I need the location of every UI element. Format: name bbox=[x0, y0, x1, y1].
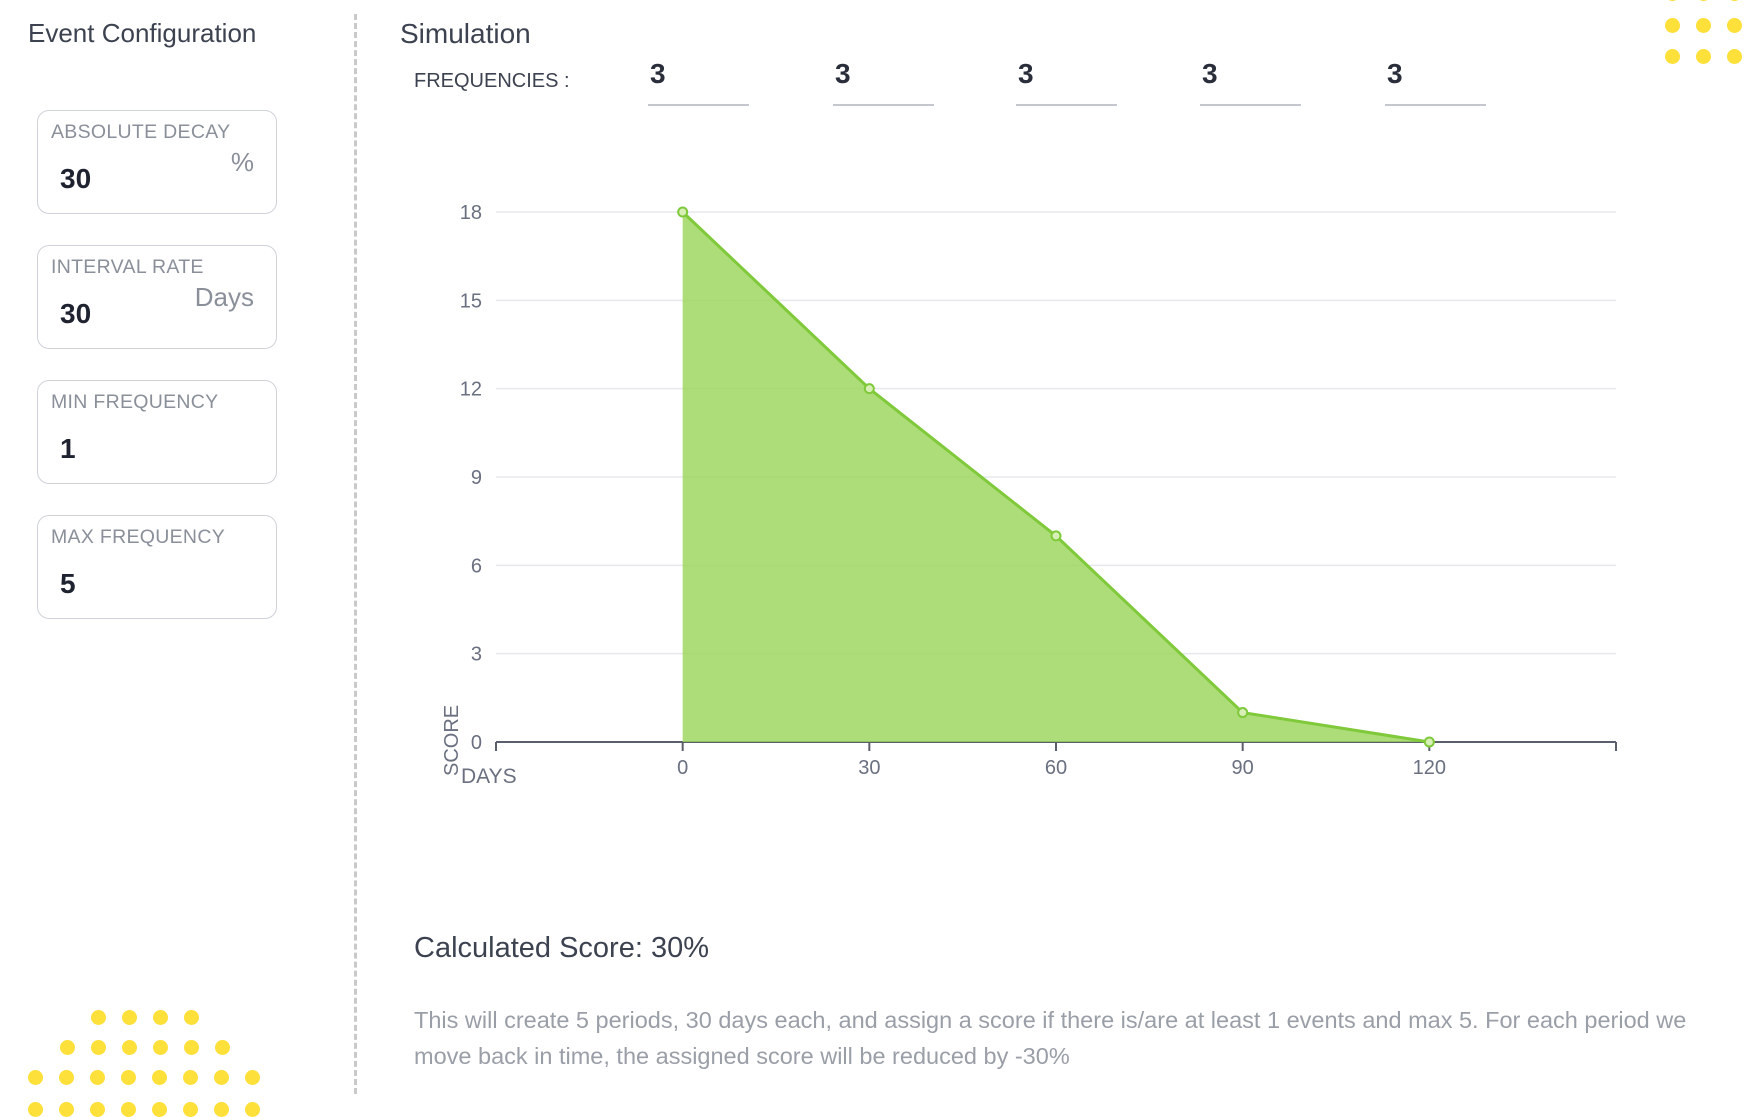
decorative-dot bbox=[153, 1010, 168, 1025]
decorative-dot bbox=[122, 1010, 137, 1025]
decorative-dot bbox=[1665, 18, 1680, 33]
decorative-dot bbox=[1665, 49, 1680, 64]
y-tick-label: 12 bbox=[460, 379, 482, 401]
decorative-dot bbox=[28, 1070, 43, 1085]
data-point bbox=[1237, 707, 1249, 719]
y-tick-label: 9 bbox=[471, 467, 482, 489]
max-frequency-label: MAX FREQUENCY bbox=[51, 526, 226, 548]
x-tick-label: 90 bbox=[1232, 757, 1254, 779]
decorative-dot bbox=[153, 1040, 168, 1055]
x-tick-label: 0 bbox=[677, 757, 688, 779]
interval-rate-value[interactable]: 30 bbox=[60, 298, 92, 329]
x-tick-label: 120 bbox=[1413, 757, 1446, 779]
interval-rate-unit: Days bbox=[194, 282, 254, 312]
decorative-dot bbox=[215, 1040, 230, 1055]
decorative-dot bbox=[152, 1070, 167, 1085]
decorative-dot bbox=[59, 1070, 74, 1085]
x-axis-label: DAYS bbox=[461, 765, 517, 788]
frequency-input-1[interactable]: 3 bbox=[648, 58, 749, 106]
decorative-dot bbox=[214, 1070, 229, 1085]
x-tick-label: 60 bbox=[1045, 757, 1067, 779]
min-frequency-value[interactable]: 1 bbox=[60, 433, 76, 464]
data-point bbox=[1423, 736, 1435, 748]
min-frequency-label: MIN FREQUENCY bbox=[51, 391, 219, 413]
data-point bbox=[677, 206, 689, 218]
y-tick-label: 15 bbox=[460, 290, 482, 312]
data-point bbox=[1050, 530, 1062, 542]
y-tick-label: 0 bbox=[471, 732, 482, 754]
absolute-decay-value[interactable]: 30 bbox=[60, 163, 92, 194]
decorative-dot bbox=[184, 1010, 199, 1025]
decorative-dot bbox=[1696, 18, 1711, 33]
decorative-dot bbox=[245, 1070, 260, 1085]
y-tick-label: 18 bbox=[460, 202, 482, 224]
absolute-decay-label: ABSOLUTE DECAY bbox=[51, 121, 231, 143]
data-point bbox=[863, 383, 875, 395]
decorative-dot bbox=[60, 1040, 75, 1055]
frequency-input-2[interactable]: 3 bbox=[833, 58, 934, 106]
y-tick-label: 3 bbox=[471, 644, 482, 666]
decorative-dot bbox=[184, 1040, 199, 1055]
absolute-decay-unit: % bbox=[230, 147, 254, 177]
y-axis-label: SCORE bbox=[441, 705, 463, 776]
absolute-decay-field[interactable]: ABSOLUTE DECAY 30 % bbox=[37, 110, 277, 214]
max-frequency-field[interactable]: MAX FREQUENCY 5 bbox=[37, 515, 277, 619]
decorative-dot bbox=[91, 1010, 106, 1025]
frequency-input-4[interactable]: 3 bbox=[1200, 58, 1301, 106]
decorative-dot bbox=[1696, 0, 1711, 1]
frequency-input-3[interactable]: 3 bbox=[1016, 58, 1117, 106]
x-tick-label: 30 bbox=[858, 757, 880, 779]
frequency-input-5[interactable]: 3 bbox=[1385, 58, 1486, 106]
score-description: This will create 5 periods, 30 days each… bbox=[414, 1007, 1687, 1069]
decorative-dots-top-right bbox=[1660, 0, 1752, 70]
decorative-dot bbox=[91, 1040, 106, 1055]
score-area bbox=[682, 212, 1430, 742]
sidebar-title: Event Configuration bbox=[28, 18, 257, 48]
decorative-dots-bottom-left bbox=[28, 1010, 268, 1117]
decorative-dot bbox=[122, 1040, 137, 1055]
max-frequency-value[interactable]: 5 bbox=[60, 568, 76, 599]
interval-rate-label: INTERVAL RATE bbox=[51, 256, 204, 278]
frequencies-label: FREQUENCIES : bbox=[414, 70, 570, 92]
panel-divider bbox=[354, 14, 357, 1094]
decorative-dot bbox=[1727, 49, 1742, 64]
decorative-dot bbox=[1727, 0, 1742, 1]
decorative-dot bbox=[90, 1070, 105, 1085]
decorative-dot bbox=[121, 1070, 136, 1085]
decorative-dot bbox=[1727, 18, 1742, 33]
interval-rate-field[interactable]: INTERVAL RATE 30 Days bbox=[37, 245, 277, 349]
calculated-score: Calculated Score: 30% bbox=[414, 932, 709, 964]
min-frequency-field[interactable]: MIN FREQUENCY 1 bbox=[37, 380, 277, 484]
simulation-title: Simulation bbox=[400, 18, 531, 49]
y-tick-label: 6 bbox=[471, 555, 482, 577]
decorative-dot bbox=[1696, 49, 1711, 64]
decorative-dot bbox=[1665, 0, 1680, 1]
decorative-dot bbox=[183, 1070, 198, 1085]
